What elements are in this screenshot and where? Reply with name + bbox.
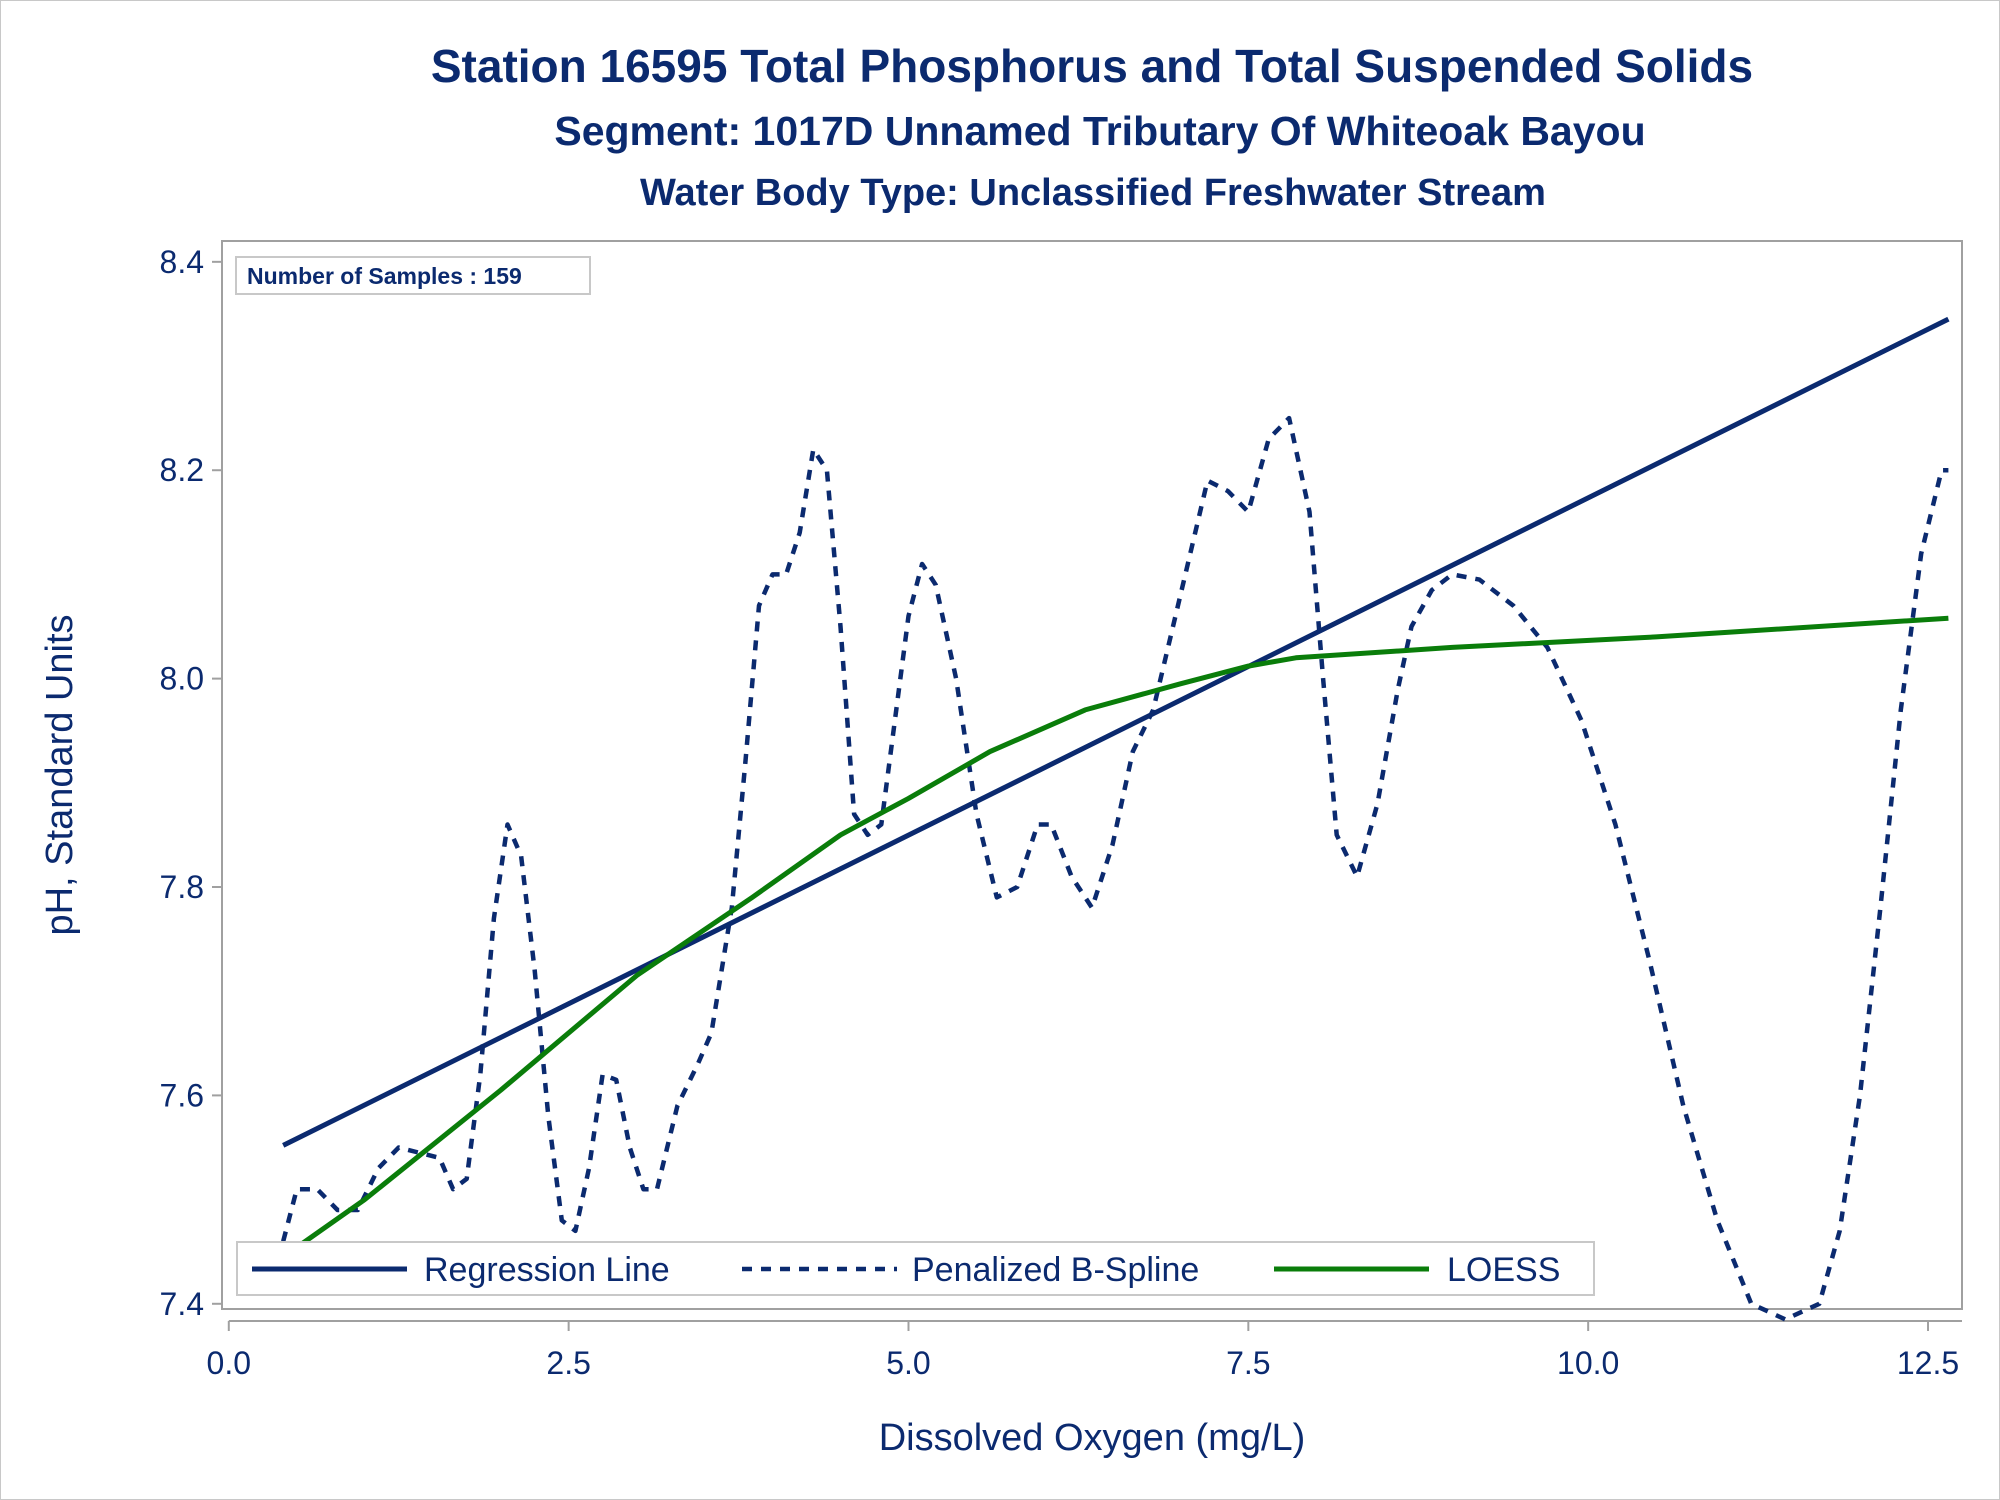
x-tick-label: 10.0 — [1557, 1345, 1619, 1381]
y-tick-label: 7.6 — [160, 1077, 204, 1113]
series-line-penalized-b-spline — [281, 415, 1949, 1322]
series-line-regression-line — [282, 316, 1950, 1148]
sample-count-box — [235, 256, 591, 295]
y-tick-label: 8.2 — [160, 452, 204, 488]
x-axis-label: Dissolved Oxygen (mg/L) — [879, 1417, 1306, 1459]
y-tick-label: 8.0 — [160, 661, 204, 697]
x-tick-label: 7.5 — [1226, 1345, 1270, 1381]
y-axis: 7.4 7.6 7.8 8.0 8.2 8.4 — [160, 244, 222, 1322]
sample-count-text: Number of Samples : 159 — [247, 263, 522, 289]
legend: Regression Line Penalized B-Spline LOESS — [236, 1241, 1595, 1296]
sample-count-inset: Number of Samples : 159 — [235, 256, 591, 295]
x-tick-label: 2.5 — [546, 1345, 590, 1381]
legend-label-penalized-b-spline: Penalized B-Spline — [912, 1251, 1199, 1289]
x-axis: 0.0 2.5 5.0 7.5 10.0 12.5 — [207, 1320, 1962, 1381]
y-tick-label: 7.8 — [160, 869, 204, 905]
y-axis-label: pH, Standard Units — [39, 614, 81, 935]
chart-subtitle-2: Water Body Type: Unclassified Freshwater… — [640, 172, 1546, 214]
series-line-loess — [281, 615, 1949, 1259]
series-layer — [281, 316, 1950, 1322]
x-tick-label: 5.0 — [886, 1345, 930, 1381]
x-tick-label: 12.5 — [1897, 1345, 1959, 1381]
x-tick-label: 0.0 — [207, 1345, 251, 1381]
legend-label-loess: LOESS — [1447, 1251, 1560, 1289]
y-tick-label: 8.4 — [160, 244, 204, 280]
chart-title: Station 16595 Total Phosphorus and Total… — [431, 40, 1753, 92]
plot-area — [221, 240, 1963, 1310]
chart-subtitle: Segment: 1017D Unnamed Tributary Of Whit… — [554, 108, 1645, 154]
y-tick-label: 7.4 — [160, 1286, 204, 1322]
legend-label-regression-line: Regression Line — [424, 1251, 670, 1289]
